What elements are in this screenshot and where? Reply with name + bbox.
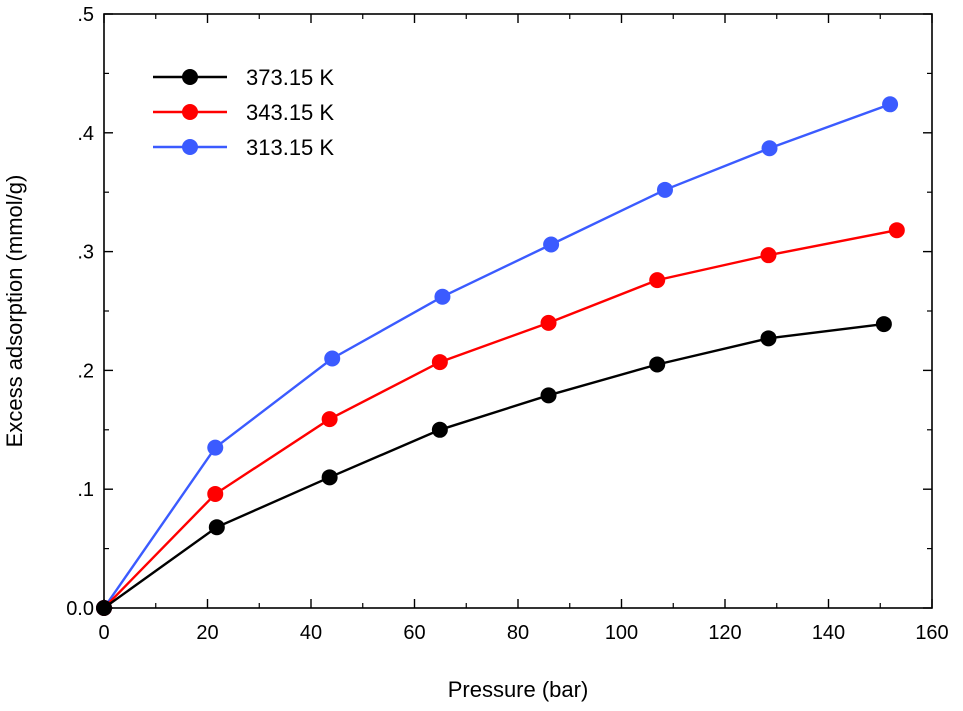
data-point <box>324 350 341 367</box>
y-axis-ticks: 0.0 .1 .2 .3 .4 .5 <box>66 4 932 620</box>
series-line <box>103 322 885 609</box>
y-tick-label: .1 <box>77 479 94 501</box>
legend-marker <box>182 69 198 85</box>
series-line <box>103 229 898 609</box>
legend: 373.15 K 343.15 K 313.15 K <box>153 65 334 160</box>
y-tick-label: .5 <box>77 4 94 26</box>
data-point <box>540 314 557 331</box>
data-point <box>543 236 560 253</box>
legend-label: 313.15 K <box>246 135 334 160</box>
y-axis-title: Excess adsorption (mmol/g) <box>2 175 27 448</box>
series-373-15-K <box>96 316 892 616</box>
data-point <box>207 485 224 502</box>
data-point <box>431 421 448 438</box>
x-tick-label: 160 <box>915 622 948 644</box>
x-tick-label: 120 <box>708 622 741 644</box>
data-point <box>760 247 777 264</box>
x-tick-label: 100 <box>605 622 638 644</box>
data-point <box>321 469 338 486</box>
data-point <box>321 411 338 428</box>
data-point <box>649 272 666 289</box>
series-343-15-K <box>96 222 905 616</box>
data-point <box>760 330 777 347</box>
y-tick-label: .4 <box>77 123 94 145</box>
x-tick-label: 0 <box>98 622 109 644</box>
legend-item: 313.15 K <box>153 135 334 160</box>
plot-frame <box>103 13 933 609</box>
legend-item: 343.15 K <box>153 100 334 125</box>
data-point <box>649 356 666 373</box>
legend-label: 373.15 K <box>246 65 334 90</box>
y-tick-label: .3 <box>77 242 94 264</box>
y-tick-label: .2 <box>77 360 94 382</box>
x-tick-label: 40 <box>300 622 322 644</box>
data-point <box>96 600 112 616</box>
x-tick-label: 60 <box>403 622 425 644</box>
series-313-15-K <box>96 96 899 616</box>
y-tick-label: 0.0 <box>66 598 94 620</box>
data-point <box>208 519 225 536</box>
data-point <box>888 222 905 239</box>
data-point <box>882 96 899 113</box>
data-point <box>434 288 451 305</box>
legend-item: 373.15 K <box>153 65 334 90</box>
data-point <box>540 387 557 404</box>
data-point <box>656 181 673 198</box>
series-layer <box>96 96 905 616</box>
x-tick-label: 140 <box>812 622 845 644</box>
data-point <box>431 354 448 371</box>
data-point <box>875 316 892 333</box>
legend-marker <box>182 139 198 155</box>
data-point <box>761 140 778 157</box>
series-line <box>103 103 891 609</box>
x-axis-title: Pressure (bar) <box>448 677 589 702</box>
legend-marker <box>182 104 198 120</box>
x-tick-label: 80 <box>507 622 529 644</box>
legend-label: 343.15 K <box>246 100 334 125</box>
x-axis-ticks: 0 20 40 60 80 100 120 140 160 <box>98 14 949 644</box>
x-tick-label: 20 <box>196 622 218 644</box>
data-point <box>207 439 224 456</box>
